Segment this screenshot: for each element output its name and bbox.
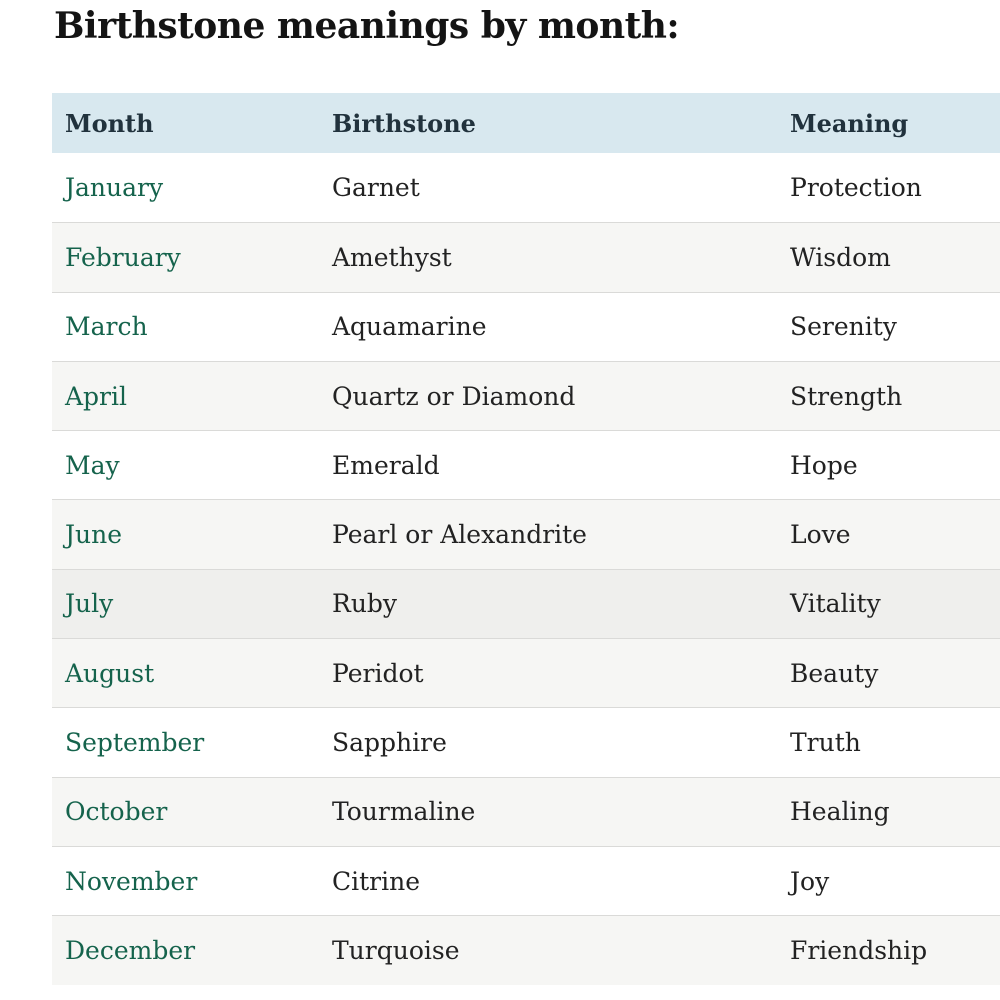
- month-link[interactable]: October: [65, 797, 168, 827]
- table-row-august: August Peridot Beauty: [52, 638, 1000, 708]
- meaning-cell: Joy: [790, 866, 830, 896]
- meaning-cell: Hope: [790, 450, 858, 480]
- meaning-cell: Beauty: [790, 658, 879, 688]
- month-link[interactable]: January: [65, 173, 164, 203]
- birthstone-cell: Amethyst: [332, 242, 452, 272]
- birthstone-cell: Turquoise: [332, 935, 460, 965]
- month-link[interactable]: March: [65, 312, 148, 342]
- table-row-july-highlighted: July Ruby Vitality: [52, 568, 1000, 639]
- meaning-cell: Friendship: [790, 935, 928, 965]
- table-row-november: November Citrine Joy: [52, 845, 1000, 916]
- table-header-row: Month Birthstone Meaning: [52, 93, 1000, 153]
- meaning-cell: Love: [790, 520, 851, 550]
- meaning-cell: Strength: [790, 381, 903, 411]
- month-link[interactable]: September: [65, 728, 205, 758]
- month-link[interactable]: May: [65, 450, 120, 480]
- birthstone-cell: Ruby: [332, 589, 398, 619]
- meaning-cell: Truth: [790, 728, 861, 758]
- page-title: Birthstone meanings by month:: [54, 5, 680, 47]
- birthstone-table: Month Birthstone Meaning January Garnet …: [52, 93, 1000, 985]
- birthstone-cell: Aquamarine: [332, 312, 487, 342]
- column-header-birthstone: Birthstone: [332, 108, 476, 138]
- birthstone-cell: Quartz or Diamond: [332, 381, 576, 411]
- table-row-january: January Garnet Protection: [52, 153, 1000, 223]
- birthstone-cell: Citrine: [332, 866, 421, 896]
- table-row-march: March Aquamarine Serenity: [52, 291, 1000, 361]
- birthstone-cell: Sapphire: [332, 728, 447, 758]
- column-header-month: Month: [65, 108, 154, 138]
- table-row-april: April Quartz or Diamond Strength: [52, 360, 1000, 431]
- table-row-may: May Emerald Hope: [52, 430, 1000, 500]
- meaning-cell: Wisdom: [790, 242, 891, 272]
- column-header-meaning: Meaning: [790, 108, 909, 138]
- month-link[interactable]: April: [65, 381, 127, 411]
- table-row-june: June Pearl or Alexandrite Love: [52, 499, 1000, 569]
- table-body: January Garnet Protection February Ameth…: [52, 153, 1000, 985]
- month-link[interactable]: June: [65, 520, 123, 550]
- month-link[interactable]: December: [65, 935, 196, 965]
- month-link[interactable]: November: [65, 866, 198, 896]
- birthstone-cell: Tourmaline: [332, 797, 476, 827]
- birthstone-cell: Emerald: [332, 450, 440, 480]
- meaning-cell: Healing: [790, 797, 890, 827]
- birthstone-cell: Garnet: [332, 173, 420, 203]
- meaning-cell: Vitality: [790, 589, 881, 619]
- table-row-december: December Turquoise Friendship: [52, 915, 1000, 985]
- birthstone-cell: Pearl or Alexandrite: [332, 520, 587, 550]
- table-row-september: September Sapphire Truth: [52, 707, 1000, 777]
- meaning-cell: Protection: [790, 173, 922, 203]
- month-link[interactable]: July: [65, 589, 114, 619]
- birthstone-cell: Peridot: [332, 658, 424, 688]
- month-link[interactable]: August: [65, 658, 155, 688]
- meaning-cell: Serenity: [790, 312, 897, 342]
- month-link[interactable]: February: [65, 242, 181, 272]
- table-row-october: October Tourmaline Healing: [52, 776, 1000, 846]
- table-row-february: February Amethyst Wisdom: [52, 222, 1000, 292]
